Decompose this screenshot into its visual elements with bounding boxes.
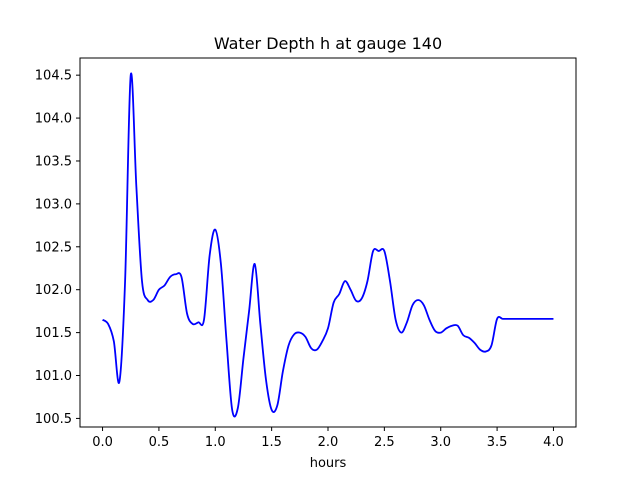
chart-title: Water Depth h at gauge 140 bbox=[214, 34, 442, 53]
x-tick-label: 0.5 bbox=[149, 435, 170, 450]
x-tick-label: 1.5 bbox=[261, 435, 282, 450]
y-tick-label: 101.0 bbox=[35, 369, 72, 384]
series-line bbox=[102, 72, 554, 418]
y-tick-label: 100.5 bbox=[35, 412, 72, 427]
x-tick-label: 4.0 bbox=[543, 435, 564, 450]
y-tick-label: 104.5 bbox=[35, 69, 72, 84]
y-tick-label: 103.0 bbox=[35, 197, 72, 212]
y-axis: 100.5 101.0 101.5 102.0 102.5 103.0 103.5 104.0… bbox=[35, 69, 80, 427]
x-tick-label: 2.0 bbox=[318, 435, 339, 450]
y-tick-label: 103.5 bbox=[35, 154, 72, 169]
plot-area-frame bbox=[79, 57, 577, 428]
y-tick-label: 102.0 bbox=[35, 283, 72, 298]
x-axis: 0.0 0.5 1.0 1.5 2.0 2.5 3.0 3.5 4.0 bbox=[92, 427, 564, 450]
y-tick-label: 104.0 bbox=[35, 112, 72, 127]
x-axis-label: hours bbox=[310, 456, 347, 471]
x-tick-label: 3.0 bbox=[430, 435, 451, 450]
x-tick-label: 1.0 bbox=[205, 435, 226, 450]
y-tick-label: 101.5 bbox=[35, 326, 72, 341]
y-tick-label: 102.5 bbox=[35, 240, 72, 255]
x-tick-label: 3.5 bbox=[487, 435, 508, 450]
x-tick-label: 2.5 bbox=[374, 435, 395, 450]
x-tick-label: 0.0 bbox=[92, 435, 113, 450]
